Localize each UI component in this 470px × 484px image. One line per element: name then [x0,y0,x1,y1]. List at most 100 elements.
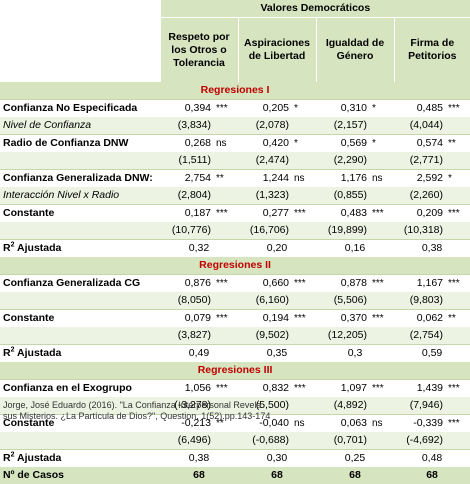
cell-sig: ns [292,414,316,432]
cell-sig: *** [214,99,238,117]
cell-sig: *** [370,379,394,397]
cell-value: 0,277 [238,204,292,222]
cell-value: (19,899) [316,222,370,240]
cell-sig: *** [292,274,316,292]
cell-sig: *** [292,309,316,327]
cell-value: 0,205 [238,99,292,117]
table-row: Interacción Nivel x Radio (2,804) (1,323… [0,187,470,205]
cell-value: 1,097 [316,379,370,397]
cell-value: (2,771) [394,152,446,170]
cell-value: (16,706) [238,222,292,240]
cell-value: (6,496) [160,432,214,450]
cell-value: 0,49 [160,344,238,362]
cell-sig: *** [214,274,238,292]
cell-value: 68 [238,467,316,484]
cell-value: -0,339 [394,414,446,432]
cell-value: 1,176 [316,169,370,187]
column-header: Respeto por los Otros o Tolerancia [159,17,238,82]
table-row: (-3,278) (5,500) (4,892) (7,946) [0,397,470,415]
table-row: R2 Ajustada 0,32 0,20 0,16 0,38 [0,239,470,257]
cell-value: 0,063 [316,414,370,432]
cell-value: 1,056 [160,379,214,397]
cell-sig: ** [214,169,238,187]
cell-value: (2,078) [238,117,292,135]
cell-value: (2,754) [394,327,446,345]
row-label: R2 Ajustada [0,449,160,467]
row-label: Constante [0,309,160,327]
cell-value: 0,079 [160,309,214,327]
cell-value: (2,474) [238,152,292,170]
table-row: R2 Ajustada 0,38 0,30 0,25 0,48 [0,449,470,467]
cell-value: 0,16 [316,239,394,257]
cell-value: 0,660 [238,274,292,292]
cell-value: 0,32 [160,239,238,257]
cell-value: (0,855) [316,187,370,205]
cell-value: (2,157) [316,117,370,135]
row-label: Confianza en el Exogrupo [0,379,160,397]
cell-value: 68 [160,467,238,484]
cell-value: 0,30 [238,449,316,467]
cell-sig: * [446,169,470,187]
cell-value: 0,876 [160,274,214,292]
cell-sig: *** [446,99,470,117]
header-group-row: Valores Democráticos [0,0,470,18]
cell-value: 0,194 [238,309,292,327]
row-label: Interacción Nivel x Radio [0,187,160,205]
cell-sig: ns [370,414,394,432]
cell-value: (1,511) [160,152,214,170]
cell-value: 0,569 [316,134,370,152]
cell-value: 68 [316,467,394,484]
cell-sig: *** [446,204,470,222]
cell-sig: *** [370,274,394,292]
cell-value: (6,160) [238,292,292,310]
cell-value: 0,394 [160,99,214,117]
table-row: Confianza en el Exogrupo 1,056 *** 0,832 *… [0,379,470,397]
group-title: Valores Democráticos [159,0,470,18]
cell-sig: * [370,99,394,117]
cell-value: 0,485 [394,99,446,117]
cell-value: (2,290) [316,152,370,170]
cell-sig: * [292,99,316,117]
table-row: (10,776) (16,706) (19,899) (10,318) [0,222,470,240]
table-row: (6,496) (-0,688) (0,701) (-4,692) [0,432,470,450]
source-line: Jorge, José Eduardo (2016). "La Confianz… [3,400,262,410]
source-line: sus Misterios. ¿La Partícula de Dios?", … [3,411,271,421]
cell-value: 0,310 [316,99,370,117]
cell-sig: *** [292,379,316,397]
cell-value: 0,420 [238,134,292,152]
table-row: Constante 0,079 *** 0,194 *** 0,370 *** 0,0… [0,309,470,327]
cell-sig: * [292,134,316,152]
table-row: Radio de Confianza DNW 0,268 ns 0,420 * 0,… [0,134,470,152]
source-citation: Jorge, José Eduardo (2016). "La Confianz… [3,400,270,422]
cell-value: 0,574 [394,134,446,152]
cell-sig: *** [370,309,394,327]
cell-value: (9,803) [394,292,446,310]
column-header: Igualdad de Género [315,17,394,82]
cell-value: (3,827) [160,327,214,345]
cell-value: (5,500) [238,397,292,415]
cell-value: 2,592 [394,169,446,187]
cell-value: (8,050) [160,292,214,310]
cell-sig: ** [446,309,470,327]
cell-value: 0,832 [238,379,292,397]
cell-sig: * [370,134,394,152]
cell-value: 0,38 [160,449,238,467]
row-label: Confianza No Especificada [0,99,160,117]
cell-sig: *** [370,204,394,222]
table-row: (1,511) (2,474) (2,290) (2,771) [0,152,470,170]
cell-value: 0,483 [316,204,370,222]
cell-sig: ns [214,134,238,152]
cell-value: 0,48 [394,449,470,467]
cell-value: 0,25 [316,449,394,467]
cell-value: 1,439 [394,379,446,397]
cell-sig: *** [446,274,470,292]
cell-sig: ns [370,169,394,187]
cell-value: (10,318) [394,222,446,240]
cell-value: 2,754 [160,169,214,187]
cell-value: 1,167 [394,274,446,292]
column-header: Aspiraciones de Libertad [237,17,316,82]
table-row: R2 Ajustada 0,49 0,35 0,3 0,59 [0,344,470,362]
cell-value: (0,701) [316,432,370,450]
